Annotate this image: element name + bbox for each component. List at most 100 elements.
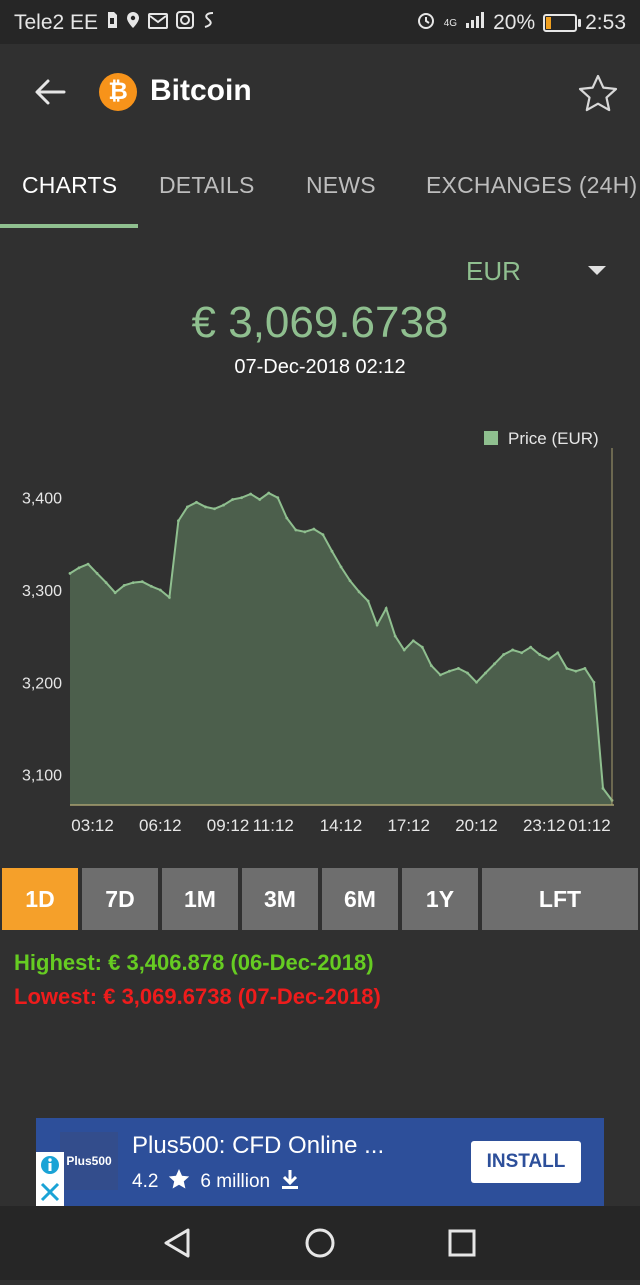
tab-exchanges[interactable]: EXCHANGES (24H)	[426, 172, 638, 198]
price-point	[177, 519, 180, 523]
price-point	[86, 562, 90, 566]
x-tick-label: 11:12	[253, 816, 294, 835]
close-icon[interactable]	[40, 1182, 60, 1202]
ad-rating-row: 4.2 6 million	[132, 1168, 300, 1196]
highest-price: Highest: € 3,406.878 (06-Dec-2018)	[14, 950, 374, 975]
price-point	[204, 505, 207, 509]
price-point	[484, 671, 487, 675]
price-point	[77, 566, 81, 570]
nav-back-icon[interactable]	[164, 1228, 190, 1258]
price-point	[321, 533, 325, 537]
range-lft-button[interactable]: LFT	[482, 868, 638, 930]
price-point	[565, 667, 569, 670]
app-notification-icon	[176, 11, 195, 35]
price-point	[186, 505, 189, 509]
price-point	[330, 549, 334, 553]
tab-bar: CHARTS DETAILS NEWS EXCHANGES (24H)	[0, 150, 640, 228]
tab-details[interactable]: DETAILS	[159, 172, 255, 198]
price-point	[140, 580, 144, 584]
price-point	[231, 498, 235, 501]
range-7d-button[interactable]: 7D	[82, 868, 158, 930]
legend-label: Price (EUR)	[508, 429, 599, 448]
price-point	[303, 530, 307, 534]
status-bar: Tele2 EE 4G 20% 2:53	[0, 0, 640, 44]
chart-legend: Price (EUR)	[484, 429, 599, 448]
price-point	[312, 527, 316, 531]
clock: 2:53	[585, 11, 626, 34]
system-nav-bar	[0, 1206, 640, 1280]
price-point	[294, 528, 298, 532]
price-point	[402, 648, 406, 652]
chevron-down-icon[interactable]	[588, 266, 606, 275]
ad-rating: 4.2	[132, 1171, 159, 1192]
price-point	[249, 492, 253, 496]
price-area	[70, 493, 612, 805]
x-tick-label: 23:12	[523, 816, 566, 835]
price-point	[195, 500, 198, 504]
price-point	[393, 634, 397, 638]
price-point	[511, 648, 515, 652]
y-tick-label: 3,100	[22, 768, 62, 785]
y-tick-label: 3,400	[22, 491, 62, 508]
x-tick-label: 01:12	[568, 816, 611, 835]
battery-icon	[543, 14, 582, 32]
ad-installs: 6 million	[200, 1171, 271, 1192]
lowest-price: Lowest: € 3,069.6738 (07-Dec-2018)	[14, 984, 381, 1009]
battery-percent: 20%	[493, 11, 536, 34]
y-tick-label: 3,200	[22, 675, 62, 692]
price-point	[113, 591, 117, 595]
currency-dropdown[interactable]: EUR	[466, 256, 521, 286]
sim-icon	[106, 11, 118, 35]
price-point	[366, 599, 370, 603]
price-point	[339, 565, 343, 569]
sync-icon	[202, 10, 216, 36]
back-arrow-icon[interactable]	[30, 70, 70, 114]
price-point	[538, 653, 542, 656]
price-point	[601, 786, 605, 790]
price-chart[interactable]: Price (EUR) 3,400 3,300 3,200 3,100 03:12 06…	[0, 420, 640, 850]
price-point	[131, 581, 135, 584]
x-tick-label: 09:12	[207, 816, 250, 835]
price-point	[547, 657, 551, 661]
price-point	[520, 651, 524, 655]
price-timestamp: 07-Dec-2018 02:12	[234, 356, 406, 378]
x-tick-label: 14:12	[320, 816, 363, 835]
ad-choices[interactable]	[36, 1152, 64, 1206]
range-1y-button[interactable]: 1Y	[402, 868, 478, 930]
price-point	[457, 667, 460, 670]
tab-news[interactable]: NEWS	[306, 172, 376, 198]
price-point	[240, 496, 244, 500]
nav-recents-icon[interactable]	[448, 1229, 476, 1257]
price-point	[375, 623, 379, 627]
price-point	[592, 680, 596, 684]
price-point	[122, 583, 126, 587]
price-point	[411, 639, 415, 643]
star-icon	[168, 1168, 190, 1196]
price-point	[438, 673, 442, 677]
tab-charts[interactable]: CHARTS	[22, 172, 118, 198]
range-6m-button[interactable]: 6M	[322, 868, 398, 930]
price-point	[357, 590, 361, 594]
price-point	[267, 491, 271, 495]
x-tick-label: 17:12	[387, 816, 430, 835]
x-tick-label: 20:12	[455, 816, 498, 835]
favorite-star-icon[interactable]	[576, 72, 620, 116]
range-3m-button[interactable]: 3M	[242, 868, 318, 930]
price-point	[493, 662, 496, 666]
price-point	[348, 579, 352, 583]
ad-banner[interactable]: Plus500 Plus500: CFD Online ... 4.2 6 mi…	[36, 1118, 604, 1206]
price-point	[420, 645, 424, 649]
price-point	[448, 669, 451, 673]
app-bar: ₿ Bitcoin	[0, 44, 640, 144]
download-icon	[280, 1168, 300, 1196]
ad-logo: Plus500	[60, 1132, 118, 1190]
install-button[interactable]: INSTALL	[471, 1141, 581, 1183]
nav-home-icon[interactable]	[305, 1228, 335, 1258]
bitcoin-logo-icon: ₿	[99, 73, 137, 111]
range-1d-button[interactable]: 1D	[2, 868, 78, 930]
range-1m-button[interactable]: 1M	[162, 868, 238, 930]
price-point	[68, 571, 72, 575]
price-point	[529, 645, 533, 649]
info-icon[interactable]	[41, 1156, 59, 1174]
x-tick-label: 03:12	[71, 816, 114, 835]
